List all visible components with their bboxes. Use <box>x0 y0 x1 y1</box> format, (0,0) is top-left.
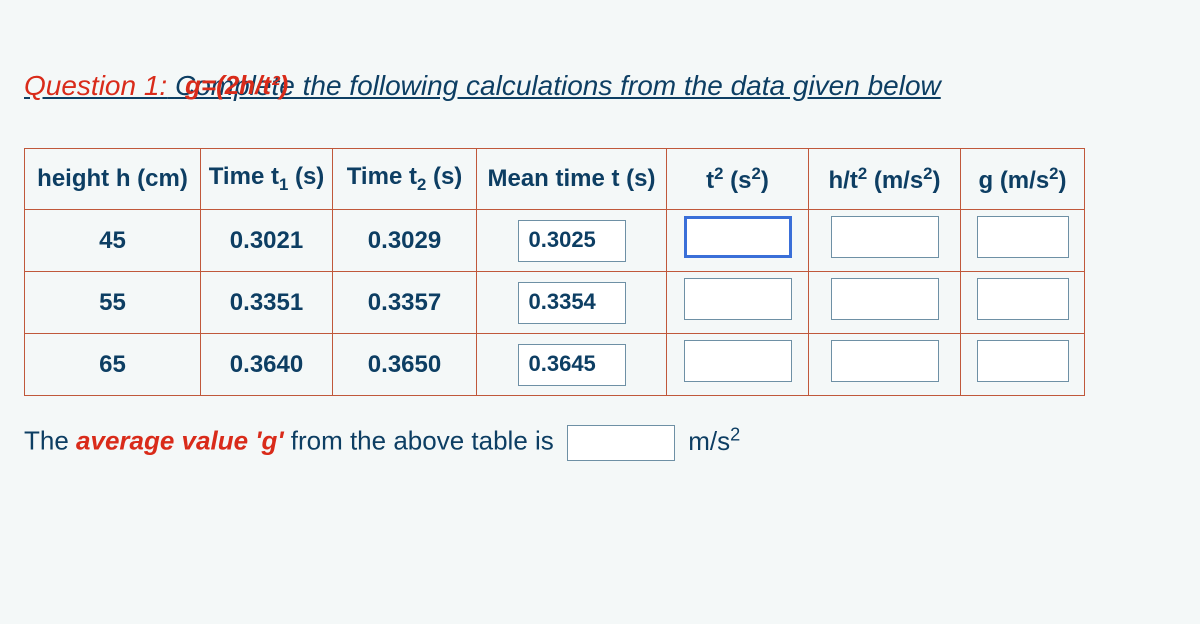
footer-pre: The <box>24 426 76 456</box>
cell-t-squared <box>667 334 809 396</box>
table-row: 65 0.3640 0.3650 0.3645 <box>25 334 1085 396</box>
data-table: height h (cm) Time t1 (s) Time t2 (s) Me… <box>24 148 1085 396</box>
mean-t-input[interactable]: 0.3645 <box>518 344 626 386</box>
header-mean-t: Mean time t (s) <box>477 149 667 210</box>
cell-height: 55 <box>25 272 201 334</box>
cell-t1: 0.3351 <box>201 272 333 334</box>
t-squared-input[interactable] <box>684 278 792 320</box>
cell-t-squared <box>667 210 809 272</box>
mean-t-input[interactable]: 0.3025 <box>518 220 626 262</box>
cell-h-over-t2 <box>809 210 961 272</box>
h-over-t2-input[interactable] <box>831 216 939 258</box>
header-t1: Time t1 (s) <box>201 149 333 210</box>
header-h-over-t2: h/t2 (m/s2) <box>809 149 961 210</box>
table-row: 45 0.3021 0.3029 0.3025 <box>25 210 1085 272</box>
question-body: Complete the following calculations from… <box>175 70 941 101</box>
h-over-t2-input[interactable] <box>831 340 939 382</box>
cell-mean-t: 0.3025 <box>477 210 667 272</box>
cell-t1: 0.3021 <box>201 210 333 272</box>
g-input[interactable] <box>977 216 1069 258</box>
cell-t2: 0.3357 <box>333 272 477 334</box>
cell-g <box>961 272 1085 334</box>
cell-height: 65 <box>25 334 201 396</box>
table-row: 55 0.3351 0.3357 0.3354 <box>25 272 1085 334</box>
cell-height: 45 <box>25 210 201 272</box>
cell-g <box>961 334 1085 396</box>
header-t-squared: t2 (s2) <box>667 149 809 210</box>
cell-g <box>961 210 1085 272</box>
header-height: height h (cm) <box>25 149 201 210</box>
header-g: g (m/s2) <box>961 149 1085 210</box>
average-g-input[interactable] <box>567 425 675 461</box>
cell-mean-t: 0.3645 <box>477 334 667 396</box>
formula-text: g=(2h/t²) <box>185 70 288 101</box>
cell-t2: 0.3029 <box>333 210 477 272</box>
footer-unit: m/s2 <box>688 426 740 456</box>
cell-t1: 0.3640 <box>201 334 333 396</box>
cell-h-over-t2 <box>809 272 961 334</box>
question-label: Question 1: <box>24 70 167 101</box>
g-input[interactable] <box>977 340 1069 382</box>
t-squared-input[interactable] <box>684 340 792 382</box>
t-squared-input[interactable] <box>684 216 792 258</box>
footer-highlight: average value 'g' <box>76 426 283 456</box>
table-header-row: height h (cm) Time t1 (s) Time t2 (s) Me… <box>25 149 1085 210</box>
footer-line: The average value 'g' from the above tab… <box>24 424 1176 461</box>
header-t2: Time t2 (s) <box>333 149 477 210</box>
mean-t-input[interactable]: 0.3354 <box>518 282 626 324</box>
cell-t2: 0.3650 <box>333 334 477 396</box>
h-over-t2-input[interactable] <box>831 278 939 320</box>
cell-t-squared <box>667 272 809 334</box>
g-input[interactable] <box>977 278 1069 320</box>
footer-post: from the above table is <box>284 426 554 456</box>
cell-mean-t: 0.3354 <box>477 272 667 334</box>
cell-h-over-t2 <box>809 334 961 396</box>
